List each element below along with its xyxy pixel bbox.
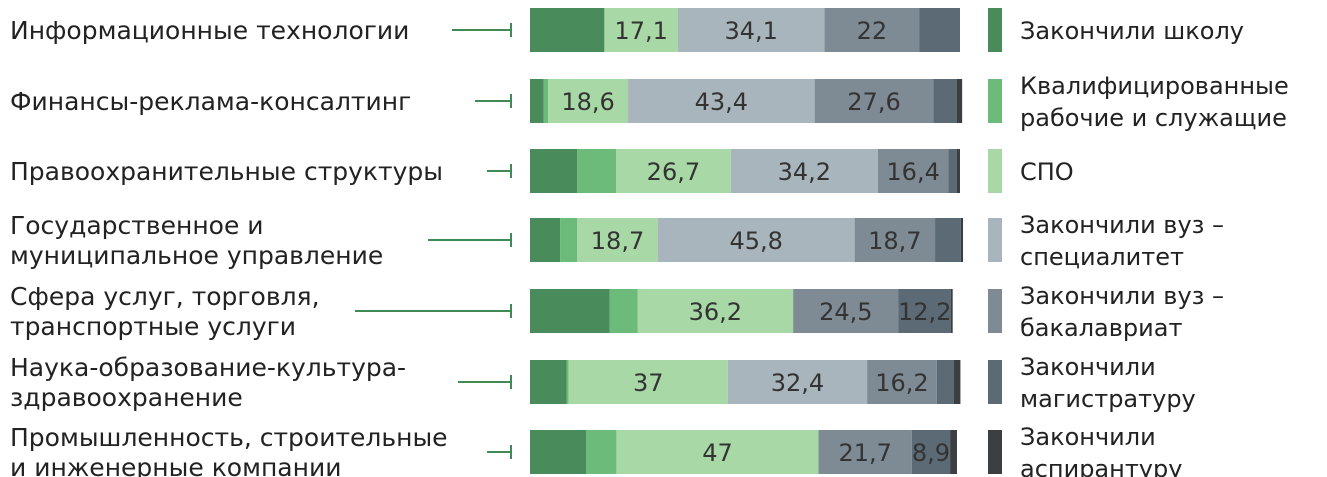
bar-segment-7 <box>950 430 957 474</box>
bar-segment-1 <box>530 79 544 123</box>
bar-segment-4 <box>730 149 878 193</box>
data-label: 27,6 <box>847 88 900 116</box>
bar-segment-1 <box>530 289 610 333</box>
bar-segment-5 <box>793 289 899 333</box>
legend-swatch <box>988 218 1002 262</box>
bar-segment-1 <box>530 430 587 474</box>
bar-segment-3 <box>616 430 819 474</box>
bar-segment-5 <box>867 360 937 404</box>
data-label: 36,2 <box>689 298 742 326</box>
bar-segment-5 <box>814 79 934 123</box>
data-label: 34,2 <box>778 158 831 186</box>
bar-segment-2 <box>609 289 638 333</box>
category-label: здравоохранение <box>10 383 243 412</box>
bar-segment-1 <box>530 8 605 52</box>
category-label: Промышленность, строительные <box>10 423 448 452</box>
bar-segment-6 <box>936 360 954 404</box>
bar-segment-7 <box>956 149 960 193</box>
legend-label: магистратуру <box>1020 385 1196 413</box>
bar-segment-1 <box>530 149 578 193</box>
category-label: транспортные услуги <box>10 312 296 341</box>
data-label: 16,4 <box>886 158 939 186</box>
legend-label: Квалифицированные <box>1020 72 1289 100</box>
bar-segment-3 <box>604 8 678 52</box>
bar-segment-5 <box>818 430 912 474</box>
legend-label: Закончили <box>1020 423 1156 451</box>
bar-segment-2 <box>543 79 549 123</box>
bar-segment-7 <box>956 79 963 123</box>
bar-segment-6 <box>919 8 960 52</box>
legend-label: специалитет <box>1020 243 1184 271</box>
bar-segment-6 <box>911 430 951 474</box>
bar-segment-2 <box>566 360 569 404</box>
category-label: и инженерные компании <box>10 453 341 477</box>
data-label: 12,2 <box>898 298 951 326</box>
category-label: муниципальное управление <box>10 241 383 270</box>
bar-segment-4 <box>628 79 815 123</box>
bar-segment-2 <box>586 430 617 474</box>
legend-label: Закончили вуз – <box>1020 211 1224 239</box>
category-label: Наука-образование-культура- <box>10 353 406 382</box>
legend-label: Закончили школу <box>1020 17 1244 45</box>
legend-label: Закончили <box>1020 353 1156 381</box>
data-label: 24,5 <box>819 298 872 326</box>
bar-segment-7 <box>960 218 964 262</box>
bar-segment-3 <box>577 218 658 262</box>
bar-segment-6 <box>898 289 951 333</box>
bar-segment-5 <box>854 218 936 262</box>
data-label: 18,7 <box>868 227 921 255</box>
data-label: 34,1 <box>725 17 778 45</box>
bar-segment-1 <box>530 218 561 262</box>
bar-segment-6 <box>933 79 957 123</box>
category-label: Информационные технологии <box>10 16 409 45</box>
data-label: 18,6 <box>561 88 614 116</box>
data-label: 37 <box>633 369 664 397</box>
category-label: Правоохранительные структуры <box>10 157 443 186</box>
bar-segment-7 <box>953 360 961 404</box>
legend-label: СПО <box>1020 158 1074 186</box>
bar-segment-7 <box>950 289 953 333</box>
bar-segment-6 <box>935 218 961 262</box>
category-label: Сфера услуг, торговля, <box>10 282 320 311</box>
bar-segment-1 <box>530 360 567 404</box>
category-label: Государственное и <box>10 211 264 240</box>
legend-label: Закончили вуз – <box>1020 282 1224 310</box>
legend-swatch <box>988 149 1002 193</box>
legend-swatch <box>988 360 1002 404</box>
bar-segment-4 <box>677 8 825 52</box>
bar-segment-3 <box>568 360 728 404</box>
data-label: 16,2 <box>875 369 928 397</box>
bar-segment-5 <box>824 8 920 52</box>
bar-segment-5 <box>877 149 949 193</box>
bar-segment-3 <box>616 149 731 193</box>
data-label: 17,1 <box>614 17 667 45</box>
bar-segment-4 <box>657 218 855 262</box>
data-label: 8,9 <box>912 439 950 467</box>
bar-segment-3 <box>548 79 629 123</box>
data-label: 45,8 <box>729 227 782 255</box>
bar-segment-4 <box>727 360 868 404</box>
data-label: 21,7 <box>838 439 891 467</box>
legend-swatch <box>988 79 1002 123</box>
bar-segment-6 <box>948 149 957 193</box>
data-label: 32,4 <box>771 369 824 397</box>
bar-segment-2 <box>577 149 616 193</box>
legend-swatch <box>988 8 1002 52</box>
legend-label: бакалавриат <box>1020 314 1182 342</box>
category-label: Финансы-реклама-консалтинг <box>10 87 411 116</box>
data-label: 26,7 <box>647 158 700 186</box>
legend-swatch <box>988 430 1002 474</box>
data-label: 22 <box>857 17 888 45</box>
bar-segment-3 <box>637 289 794 333</box>
legend-label: аспирантуру <box>1020 455 1182 477</box>
data-label: 47 <box>702 439 733 467</box>
legend-swatch <box>988 289 1002 333</box>
data-label: 43,4 <box>695 88 748 116</box>
data-label: 18,7 <box>591 227 644 255</box>
legend-label: рабочие и служащие <box>1020 104 1287 132</box>
bar-segment-2 <box>560 218 578 262</box>
